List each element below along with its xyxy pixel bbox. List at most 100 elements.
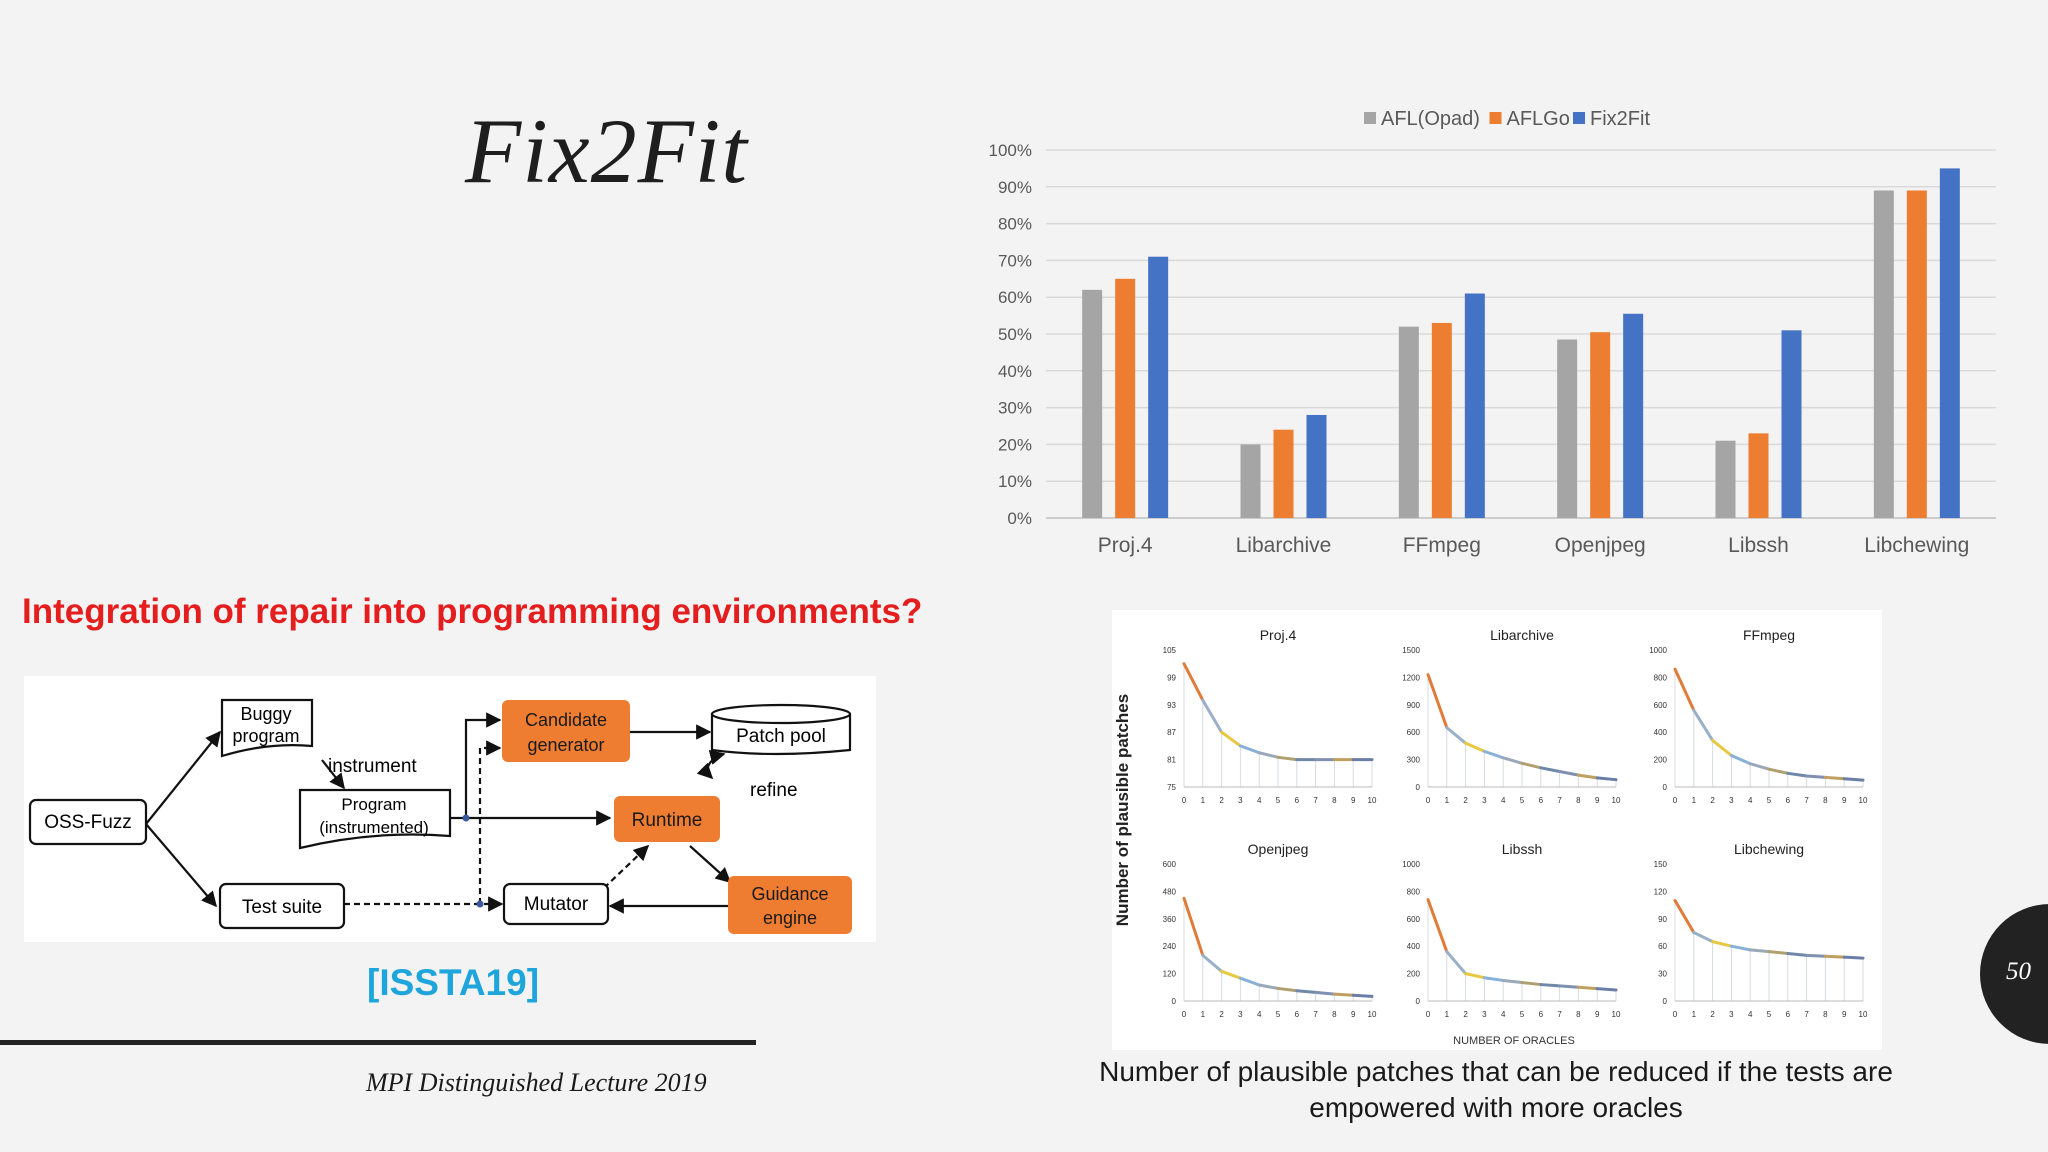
mini-xtick-label: 9 bbox=[1842, 1010, 1847, 1019]
mini-xtick-label: 3 bbox=[1729, 796, 1734, 805]
mini-xtick-label: 9 bbox=[1351, 796, 1356, 805]
mini-ytick-label: 75 bbox=[1167, 783, 1176, 792]
mini-line-segment bbox=[1464, 972, 1486, 980]
mini-xtick-label: 6 bbox=[1539, 1010, 1544, 1019]
mini-line-segment bbox=[1576, 985, 1599, 991]
mini-line-segment bbox=[1182, 896, 1205, 957]
candidate-generator-node: Candidate generator bbox=[502, 700, 630, 762]
bar-category-label: Libchewing bbox=[1864, 534, 1969, 557]
mini-line-segment bbox=[1426, 898, 1449, 954]
mini-xtick-label: 10 bbox=[1859, 796, 1868, 805]
bar-ytick-label: 70% bbox=[998, 251, 1032, 270]
mini-xtick-label: 8 bbox=[1576, 1010, 1581, 1019]
mini-panel-title: Libarchive bbox=[1490, 627, 1554, 643]
slide-title: Fix2Fit bbox=[465, 100, 748, 202]
bar-fix2fit bbox=[1148, 256, 1169, 518]
mini-xtick-label: 3 bbox=[1482, 1010, 1487, 1019]
mini-xtick-label: 4 bbox=[1501, 796, 1506, 805]
mini-xtick-label: 2 bbox=[1710, 796, 1715, 805]
bar-afl-opad- bbox=[1557, 339, 1578, 518]
bar-aflgo bbox=[1273, 429, 1294, 518]
mini-ytick-label: 300 bbox=[1407, 756, 1421, 765]
mini-ytick-label: 99 bbox=[1167, 673, 1176, 682]
bar-category-label: Openjpeg bbox=[1555, 534, 1646, 557]
mini-panel-title: Proj.4 bbox=[1260, 627, 1297, 643]
mini-line-segment bbox=[1748, 948, 1771, 954]
mini-xtick-label: 6 bbox=[1786, 796, 1791, 805]
mini-ytick-label: 30 bbox=[1658, 970, 1667, 979]
mini-line-segment bbox=[1201, 953, 1224, 973]
instrument-label: instrument bbox=[328, 756, 417, 777]
mini-line-segment bbox=[1823, 775, 1846, 781]
runtime-label: Runtime bbox=[632, 810, 703, 831]
bar-aflgo bbox=[1115, 278, 1136, 518]
mini-xlabel: NUMBER OF ORACLES bbox=[1453, 1035, 1575, 1047]
integration-question: Integration of repair into programming e… bbox=[22, 592, 923, 631]
mini-xtick-label: 9 bbox=[1351, 1010, 1356, 1019]
mini-xtick-label: 6 bbox=[1295, 796, 1300, 805]
mini-line-segment bbox=[1482, 976, 1505, 982]
mini-ytick-label: 200 bbox=[1407, 970, 1421, 979]
bar-category-label: FFmpeg bbox=[1403, 534, 1481, 557]
buggy-program-label-1: Buggy bbox=[240, 704, 291, 724]
mini-xtick-label: 5 bbox=[1520, 1010, 1525, 1019]
mini-xtick-label: 5 bbox=[1767, 796, 1772, 805]
mini-line-segment bbox=[1692, 931, 1715, 944]
patch-pool-label: Patch pool bbox=[736, 726, 826, 747]
mini-panel-title: FFmpeg bbox=[1743, 627, 1795, 643]
legend-swatch bbox=[1364, 112, 1376, 124]
mini-line-segment bbox=[1351, 993, 1374, 998]
mini-xtick-label: 6 bbox=[1539, 796, 1544, 805]
mini-xtick-label: 4 bbox=[1257, 1010, 1262, 1019]
mini-xtick-label: 9 bbox=[1595, 796, 1600, 805]
oss-fuzz-node: OSS-Fuzz bbox=[28, 798, 148, 846]
mini-xtick-label: 3 bbox=[1238, 796, 1243, 805]
mini-ytick-label: 900 bbox=[1407, 701, 1421, 710]
bar-category-label: Libarchive bbox=[1236, 534, 1332, 557]
mini-xtick-label: 1 bbox=[1692, 1010, 1697, 1019]
mini-xtick-label: 4 bbox=[1748, 796, 1753, 805]
mini-xtick-label: 3 bbox=[1238, 1010, 1243, 1019]
mini-xtick-label: 1 bbox=[1445, 796, 1450, 805]
program-instrumented-node: Program (instrumented) bbox=[298, 788, 452, 850]
mini-xtick-label: 7 bbox=[1313, 1010, 1318, 1019]
mini-line-segment bbox=[1842, 955, 1865, 960]
mini-ytick-label: 600 bbox=[1163, 860, 1177, 869]
mini-xtick-label: 8 bbox=[1823, 796, 1828, 805]
bar-fix2fit bbox=[1306, 414, 1327, 518]
mini-line-segment bbox=[1711, 940, 1733, 948]
mutator-node: Mutator bbox=[502, 882, 610, 926]
mini-line-segment bbox=[1276, 755, 1299, 762]
mini-line-segment bbox=[1220, 730, 1242, 748]
mutator-label: Mutator bbox=[524, 894, 589, 915]
mini-ytick-label: 0 bbox=[1663, 997, 1668, 1006]
footer-divider bbox=[0, 1040, 756, 1045]
mini-ytick-label: 600 bbox=[1407, 728, 1421, 737]
mini-line-segment bbox=[1767, 950, 1790, 956]
legend-label: AFLGo bbox=[1507, 108, 1570, 130]
candidate-generator-label-2: generator bbox=[527, 735, 604, 755]
citation-issta19: [ISSTA19] bbox=[367, 962, 540, 1003]
mini-line-segment bbox=[1595, 776, 1618, 782]
mini-line-segment bbox=[1539, 766, 1562, 773]
mini-line-segment bbox=[1711, 738, 1733, 757]
mini-line-segment bbox=[1729, 753, 1752, 766]
mini-ytick-label: 90 bbox=[1658, 915, 1667, 924]
bar-ytick-label: 50% bbox=[998, 325, 1032, 344]
mini-ytick-label: 360 bbox=[1163, 915, 1177, 924]
bar-aflgo bbox=[1431, 322, 1452, 518]
mini-xtick-label: 2 bbox=[1219, 1010, 1224, 1019]
mini-xtick-label: 7 bbox=[1804, 1010, 1809, 1019]
mini-xtick-label: 2 bbox=[1710, 1010, 1715, 1019]
diagram-connectors bbox=[145, 712, 732, 914]
mini-line-segment bbox=[1426, 673, 1449, 730]
bar-aflgo bbox=[1748, 433, 1769, 518]
mini-xtick-label: 1 bbox=[1201, 796, 1206, 805]
mini-xtick-label: 9 bbox=[1595, 1010, 1600, 1019]
bar-ytick-label: 80% bbox=[998, 215, 1032, 234]
mini-xtick-label: 0 bbox=[1182, 796, 1187, 805]
mini-xtick-label: 5 bbox=[1276, 796, 1281, 805]
mini-line-segment bbox=[1576, 773, 1599, 780]
oss-fuzz-label: OSS-Fuzz bbox=[44, 812, 132, 833]
bar-afl-opad- bbox=[1082, 289, 1103, 518]
